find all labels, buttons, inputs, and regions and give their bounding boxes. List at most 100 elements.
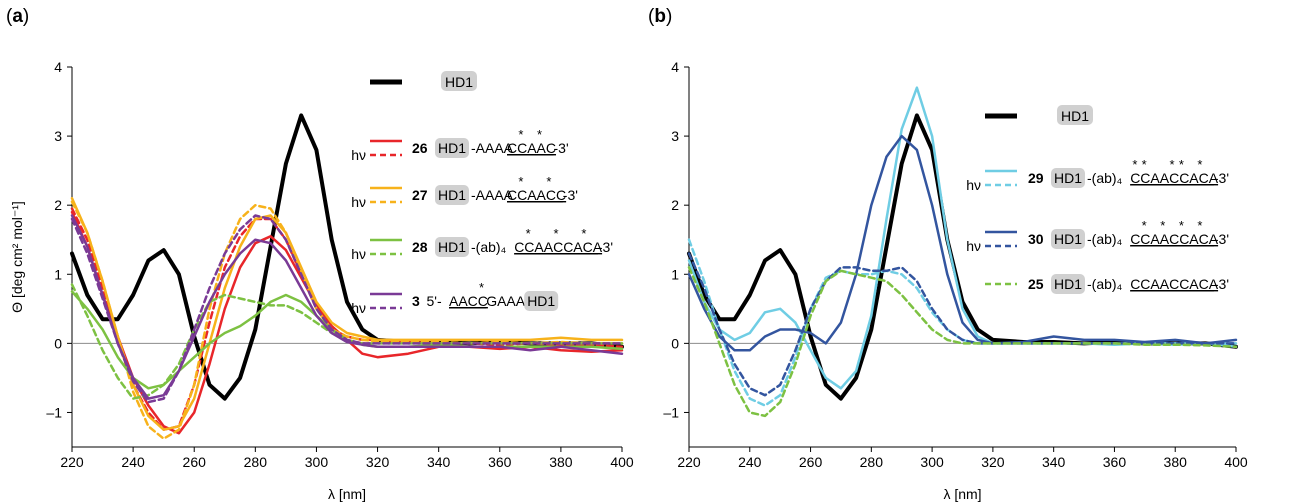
legend-compound-number: 26 — [412, 140, 428, 156]
legend-sequence: CCAACCACA — [1130, 231, 1219, 247]
asterisk-mark: * — [518, 174, 523, 189]
asterisk-mark: * — [581, 226, 586, 241]
x-tick-label: 240 — [738, 454, 762, 470]
panel-b-chart: 220 240 260 280 300 320 340 360 380 400 4 3 2 1 0 –1 λ [… — [663, 59, 1247, 502]
series-line — [687, 113, 1238, 401]
legend-suffix: -3' — [563, 187, 578, 203]
legend-sequence: CCAACC — [507, 187, 566, 203]
asterisk-mark: * — [537, 127, 542, 142]
x-tick-label: 320 — [981, 454, 1005, 470]
x-tick-label: 400 — [1224, 454, 1248, 470]
legend-sequence: AACC — [449, 293, 488, 309]
legend-entry: hν 28 HD1 -(ab)₄ CCAACCACA* * * -3' — [351, 226, 613, 262]
hd1-box — [435, 185, 469, 205]
x-tick-label: 320 — [366, 454, 390, 470]
asterisk-mark: * — [479, 280, 484, 295]
asterisk-mark: * — [546, 174, 551, 189]
legend-sequence: CCAACCACA — [1130, 170, 1219, 186]
asterisk-mark: * — [1197, 157, 1202, 172]
hd1-box-label: HD1 — [438, 239, 466, 255]
x-axis-title: λ [nm] — [328, 486, 366, 502]
legend-entry: hν 30 HD1 -(ab)₄ CCAACCACA* * * * -3' — [966, 218, 1229, 254]
series-line — [70, 197, 624, 431]
x-tick-label: 260 — [799, 454, 823, 470]
hd1-box — [1051, 229, 1085, 249]
legend-sequence: CCAAC — [507, 140, 556, 156]
hd1-box-label: HD1 — [1054, 276, 1082, 292]
legend-compound-number: 25 — [1028, 276, 1044, 292]
y-tick-label: 2 — [671, 197, 679, 213]
legend-entry: HD1 — [370, 71, 477, 91]
legend-hv-label: hν — [351, 246, 366, 262]
panel-a-chart: 220 240 260 280 300 320 340 360 380 400 4 3 2 1 0 –1 λ [… — [9, 59, 634, 502]
y-tick-label: 0 — [54, 335, 62, 351]
asterisk-mark: * — [526, 226, 531, 241]
hd1-box — [1057, 105, 1093, 125]
legend-linker: -AAAA — [471, 187, 514, 203]
asterisk-mark: * — [554, 226, 559, 241]
legend-hv-label: hν — [966, 177, 981, 193]
legend-linker: -(ab)₄ — [1087, 231, 1123, 247]
series-line — [70, 214, 624, 404]
series-line — [687, 134, 1238, 352]
legend-entry: hν 29 HD1 -(ab)₄ CCAACCACA* * * * * -3' — [966, 157, 1229, 193]
hd1-box-label: HD1 — [527, 293, 555, 309]
legend-entry: 25 HD1 -(ab)₄ CCAACCACA-3' — [985, 274, 1229, 294]
legend-prefix: 5'- — [427, 293, 442, 309]
asterisk-mark: * — [1179, 157, 1184, 172]
hd1-box-label: HD1 — [1054, 231, 1082, 247]
x-tick-label: 400 — [610, 454, 634, 470]
x-tick-label: 340 — [1042, 454, 1066, 470]
y-axis-title: Θ [deg cm² mol⁻¹] — [9, 201, 25, 313]
legend-compound-number: 28 — [412, 239, 428, 255]
legend-linker: -(ab)₄ — [1087, 170, 1123, 186]
legend-hv-label: hν — [351, 147, 366, 163]
legend-suffix: -3' — [598, 239, 613, 255]
y-tick-label: –1 — [663, 404, 679, 420]
x-tick-label: 260 — [183, 454, 207, 470]
x-tick-label: 220 — [60, 454, 84, 470]
legend-hv-label: hν — [966, 238, 981, 254]
y-tick-label: 1 — [54, 266, 62, 282]
hd1-box — [435, 138, 469, 158]
x-tick-label: 360 — [1103, 454, 1127, 470]
y-tick-label: 0 — [671, 335, 679, 351]
hd1-box-label: HD1 — [1054, 170, 1082, 186]
x-tick-label: 300 — [305, 454, 329, 470]
legend-hv-label: hν — [351, 194, 366, 210]
x-tick-label: 240 — [121, 454, 145, 470]
legend-suffix: -3' — [1214, 170, 1229, 186]
asterisk-mark: * — [1179, 218, 1184, 233]
hd1-box — [435, 237, 469, 257]
legend-compound-number: 30 — [1028, 231, 1044, 247]
asterisk-mark: * — [1132, 157, 1137, 172]
y-tick-label: 2 — [54, 197, 62, 213]
asterisk-mark: * — [518, 127, 523, 142]
asterisk-mark: * — [1170, 157, 1175, 172]
legend-suffix: -3' — [1214, 276, 1229, 292]
panel-b-label: (b) — [648, 6, 672, 27]
legend-compound-number: 27 — [412, 187, 428, 203]
legend-entry: HD1 — [985, 105, 1093, 125]
hd1-box-label: HD1 — [438, 187, 466, 203]
hd1-box-label: HD1 — [1061, 108, 1089, 124]
asterisk-mark: * — [1197, 218, 1202, 233]
x-tick-label: 340 — [427, 454, 451, 470]
panel-a-label: (a) — [6, 6, 29, 27]
x-tick-label: 380 — [1164, 454, 1188, 470]
y-tick-label: 3 — [54, 128, 62, 144]
hd1-box-label: HD1 — [445, 74, 473, 90]
x-tick-label: 360 — [488, 454, 512, 470]
y-tick-label: –1 — [46, 404, 62, 420]
x-tick-label: 280 — [860, 454, 884, 470]
asterisk-mark: * — [1142, 157, 1147, 172]
hd1-box — [1051, 168, 1085, 188]
series-line — [70, 200, 624, 440]
legend-linker: -AAAA — [471, 140, 514, 156]
legend-linker: -(ab)₄ — [1087, 276, 1123, 292]
series-line — [70, 113, 624, 401]
